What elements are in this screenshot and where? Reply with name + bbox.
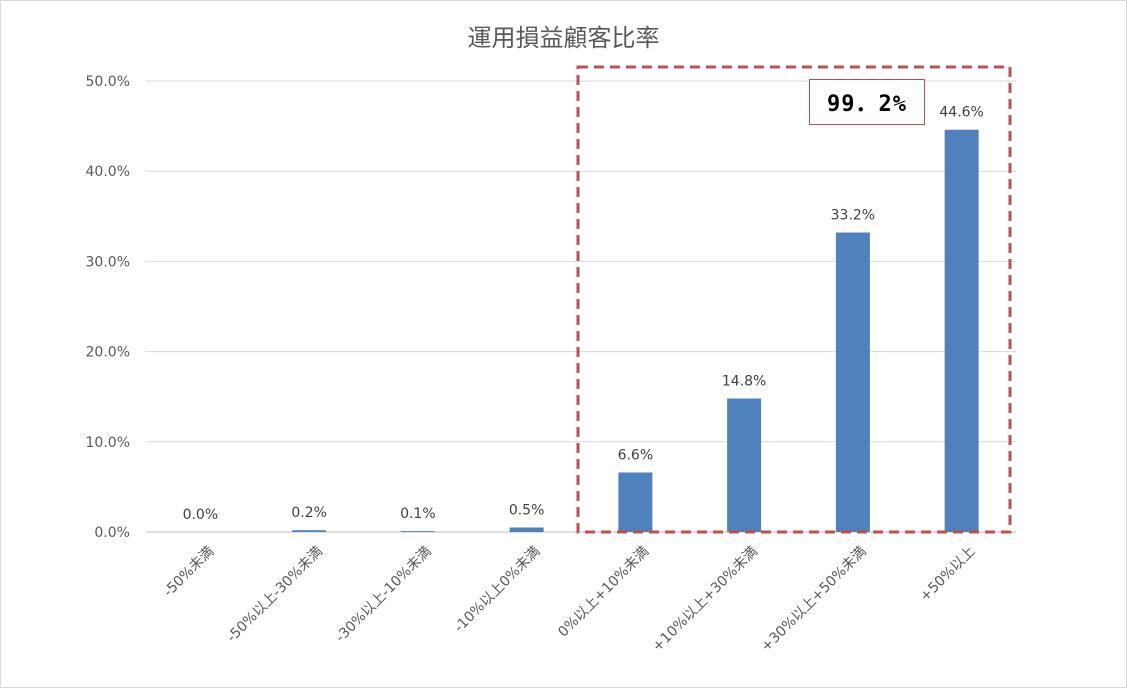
category-label: -50%以上-30%未満 — [224, 544, 326, 646]
highlight-box — [576, 65, 1012, 534]
y-tick-label: 50.0% — [86, 74, 130, 90]
data-label: 0.5% — [509, 502, 545, 518]
bar — [835, 232, 870, 532]
data-label: 0.0% — [183, 507, 219, 523]
category-label: +10%以上+30%未満 — [649, 544, 761, 656]
bar — [618, 472, 653, 532]
chart-title: 運用損益顧客比率 — [467, 24, 660, 52]
bar — [400, 531, 435, 532]
category-label: -50%未満 — [161, 544, 218, 601]
y-tick-label: 0.0% — [94, 525, 130, 541]
category-label: +50%以上 — [917, 544, 978, 605]
y-tick-label: 40.0% — [86, 164, 130, 180]
data-label: 44.6% — [939, 105, 983, 121]
category-label: +30%以上+50%未満 — [758, 544, 870, 656]
bar — [509, 527, 544, 532]
category-label: -10%以上0%未満 — [451, 544, 543, 636]
data-label: 6.6% — [618, 447, 654, 463]
highlight-callout: 99．2% — [809, 79, 925, 125]
category-label: -30%以上-10%未満 — [333, 544, 435, 646]
data-label: 33.2% — [831, 208, 875, 224]
category-label: 0%以上+10%未満 — [555, 544, 652, 641]
y-tick-label: 30.0% — [86, 254, 130, 270]
data-label: 0.1% — [400, 506, 436, 522]
bar — [727, 398, 762, 532]
data-label: 14.8% — [722, 374, 766, 390]
bar — [944, 129, 979, 532]
y-tick-label: 20.0% — [86, 345, 130, 361]
bar — [292, 530, 327, 532]
data-label: 0.2% — [291, 505, 327, 521]
y-tick-label: 10.0% — [86, 435, 130, 451]
